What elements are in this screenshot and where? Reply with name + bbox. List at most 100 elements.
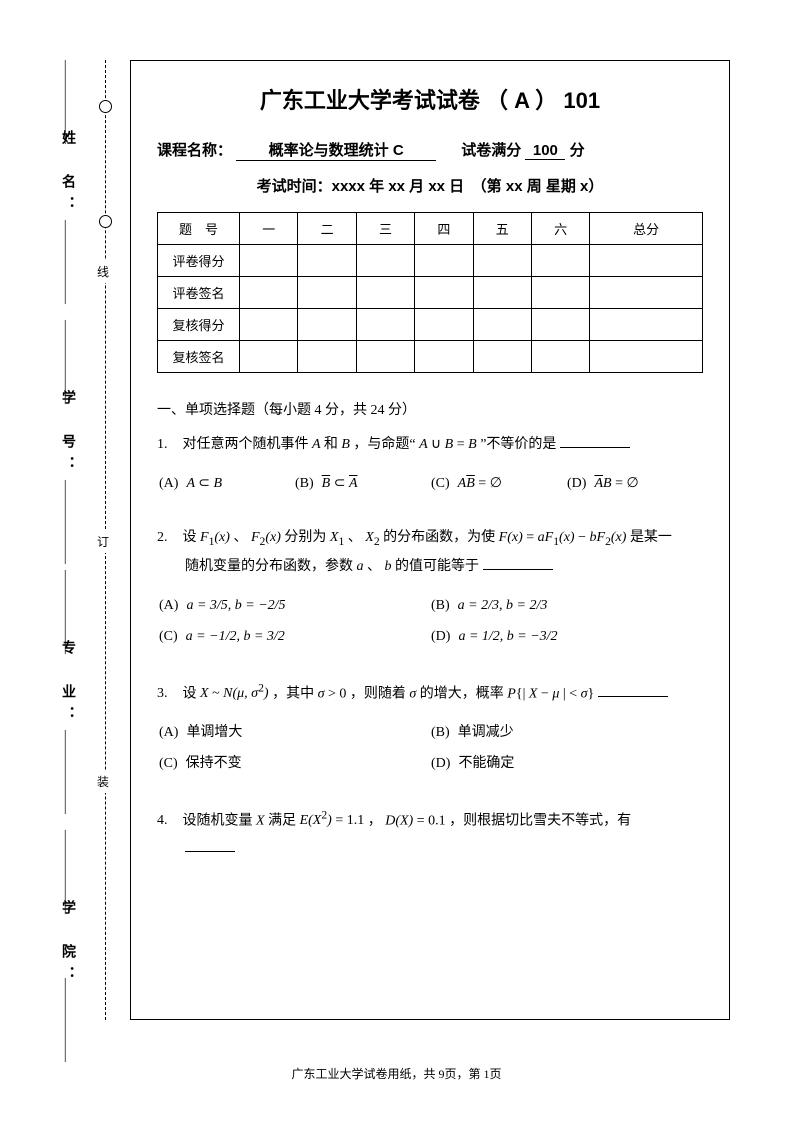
section-1-title: 一、单项选择题（每小题 4 分，共 24 分） xyxy=(157,399,703,419)
q2-blank xyxy=(483,556,553,570)
q2-Fx: F(x) = aF1(x) − bF2(x) xyxy=(499,530,627,545)
q4-blank xyxy=(185,838,235,852)
course-name: 概率论与数理统计 C xyxy=(236,139,436,161)
q2-h: 、 xyxy=(367,559,381,574)
q3-blank xyxy=(598,683,668,697)
punch-hole-1 xyxy=(99,100,112,113)
table-row: 复核得分 xyxy=(158,309,703,341)
q4-EX2: E(X2) = 1.1 xyxy=(300,813,365,828)
q3-choice-b: (B)单调减少 xyxy=(431,718,703,749)
th-7: 总分 xyxy=(590,213,703,245)
binding-label-major: 专 业： xyxy=(57,640,77,728)
q2-d: 、 xyxy=(348,530,362,545)
q2-b-param: b xyxy=(385,559,392,574)
q1-A: A xyxy=(312,437,324,452)
th-4: 四 xyxy=(415,213,473,245)
score-table-header-row: 题 号 一 二 三 四 五 六 总分 xyxy=(158,213,703,245)
fold-label-zhuang: 装 xyxy=(97,770,109,793)
score-label: 试卷满分 xyxy=(461,142,521,159)
course-label: 课程名称： xyxy=(157,142,232,159)
q3-a: 设 xyxy=(183,686,197,701)
q3-num: 3. xyxy=(157,680,179,708)
q2-e: 的分布函数，为使 xyxy=(383,530,495,545)
question-2: 2. 设 F1(x) 、 F2(x) 分别为 X1 、 X2 的分布函数，为使 … xyxy=(157,524,703,581)
question-3: 3. 设 X ~ N(μ, σ2) ，其中 σ > 0 ，则随着 σ 的增大，概… xyxy=(157,677,703,709)
q3-b: ，其中 xyxy=(272,686,314,701)
q1-num: 1. xyxy=(157,431,179,459)
q3-choice-a: (A)单调增大 xyxy=(159,718,431,749)
page-footer: 广东工业大学试卷用纸，共 9页，第 1页 xyxy=(0,1065,793,1082)
full-score: 100 xyxy=(525,142,565,160)
q1-text-c: ，与命题“ xyxy=(353,437,415,452)
q3-prob: P{| X − μ | < σ} xyxy=(507,686,594,701)
q2-choice-c: (C)a = −1/2, b = 3/2 xyxy=(159,622,431,653)
fold-label-xian: 线 xyxy=(97,260,109,283)
table-row: 复核签名 xyxy=(158,341,703,373)
q2-f: 是某一 xyxy=(630,530,672,545)
q3-c: ，则随着 xyxy=(350,686,406,701)
row-label-2: 复核得分 xyxy=(158,309,240,341)
q1-choice-a: (A)A ⊂ B xyxy=(159,469,295,500)
course-line: 课程名称： 概率论与数理统计 C 试卷满分 100 分 xyxy=(157,139,703,161)
q3-sigma2: σ xyxy=(409,686,416,701)
q3-choices: (A)单调增大 (B)单调减少 (C)保持不变 (D)不能确定 xyxy=(157,718,703,780)
q4-num: 4. xyxy=(157,807,179,835)
q3-sigma: σ > 0 xyxy=(318,686,347,701)
q4-b: 满足 xyxy=(268,813,296,828)
q1-choice-c: (C)AB = ∅ xyxy=(431,469,567,500)
q2-choice-a: (A)a = 3/5, b = −2/5 xyxy=(159,591,431,622)
q2-choice-d: (D)a = 1/2, b = −3/2 xyxy=(431,622,703,653)
binding-label-name: 姓 名： xyxy=(57,130,77,218)
q2-a: 设 xyxy=(183,530,197,545)
row-label-3: 复核签名 xyxy=(158,341,240,373)
q3-choice-c: (C)保持不变 xyxy=(159,749,431,780)
q2-F2: F2(x) xyxy=(251,530,281,545)
score-unit: 分 xyxy=(570,142,585,159)
q2-a-param: a xyxy=(357,559,364,574)
q1-blank xyxy=(560,434,630,448)
q1-text-a: 对任意两个随机事件 xyxy=(183,437,309,452)
score-table: 题 号 一 二 三 四 五 六 总分 评卷得分 评卷签名 复核得分 复核签名 xyxy=(157,212,703,373)
q3-d: 的增大，概率 xyxy=(420,686,504,701)
q3-choice-d: (D)不能确定 xyxy=(431,749,703,780)
q2-F1: F1(x) xyxy=(200,530,230,545)
binding-label-school: 学 院： xyxy=(57,900,77,988)
table-row: 评卷得分 xyxy=(158,245,703,277)
th-3: 三 xyxy=(356,213,414,245)
th-6: 六 xyxy=(531,213,589,245)
th-0: 题 号 xyxy=(158,213,240,245)
q1-B: B xyxy=(341,437,353,452)
row-label-1: 评卷签名 xyxy=(158,277,240,309)
binding-label-id: 学 号： xyxy=(57,390,77,478)
q2-num: 2. xyxy=(157,524,179,552)
q1-choices: (A)A ⊂ B (B)B ⊂ A (C)AB = ∅ (D)AB = ∅ xyxy=(157,469,703,500)
th-1: 一 xyxy=(240,213,298,245)
q4-a: 设随机变量 xyxy=(183,813,253,828)
q1-text-b: 和 xyxy=(324,437,338,452)
q2-X1: X1 xyxy=(330,530,344,545)
row-label-0: 评卷得分 xyxy=(158,245,240,277)
binding-dash-5: —————— xyxy=(57,730,73,814)
th-2: 二 xyxy=(298,213,356,245)
q2-g: 随机变量的分布函数，参数 xyxy=(185,559,353,574)
q3-dist: X ~ N(μ, σ2) xyxy=(200,686,269,701)
q2-X2: X2 xyxy=(365,530,379,545)
q2-b: 、 xyxy=(233,530,247,545)
fold-label-ding: 订 xyxy=(97,530,109,553)
th-5: 五 xyxy=(473,213,531,245)
table-row: 评卷签名 xyxy=(158,277,703,309)
q4-d: ，则根据切比雪夫不等式，有 xyxy=(449,813,631,828)
exam-time: 考试时间：xxxx 年 xx 月 xx 日 （第 xx 周 星期 x） xyxy=(157,175,703,196)
exam-title: 广东工业大学考试试卷 （ A ） 101 xyxy=(157,83,703,115)
q2-choices: (A)a = 3/5, b = −2/5 (B)a = 2/3, b = 2/3… xyxy=(157,591,703,653)
q2-c: 分别为 xyxy=(284,530,326,545)
punch-hole-2 xyxy=(99,215,112,228)
q1-choice-b: (B)B ⊂ A xyxy=(295,469,431,500)
question-4: 4. 设随机变量 X 满足 E(X2) = 1.1 ， D(X) = 0.1 ，… xyxy=(157,804,703,864)
q1-choice-d: (D)AB = ∅ xyxy=(567,469,703,500)
q4-DX: D(X) = 0.1 xyxy=(385,813,445,828)
binding-dash-7: —————— xyxy=(57,978,73,1062)
q1-expr: A ∪ B = B xyxy=(419,437,480,452)
binding-margin: —————— 姓 名： —————— —————— 学 号： —————— ——… xyxy=(55,60,115,1020)
q2-i: 的值可能等于 xyxy=(395,559,479,574)
